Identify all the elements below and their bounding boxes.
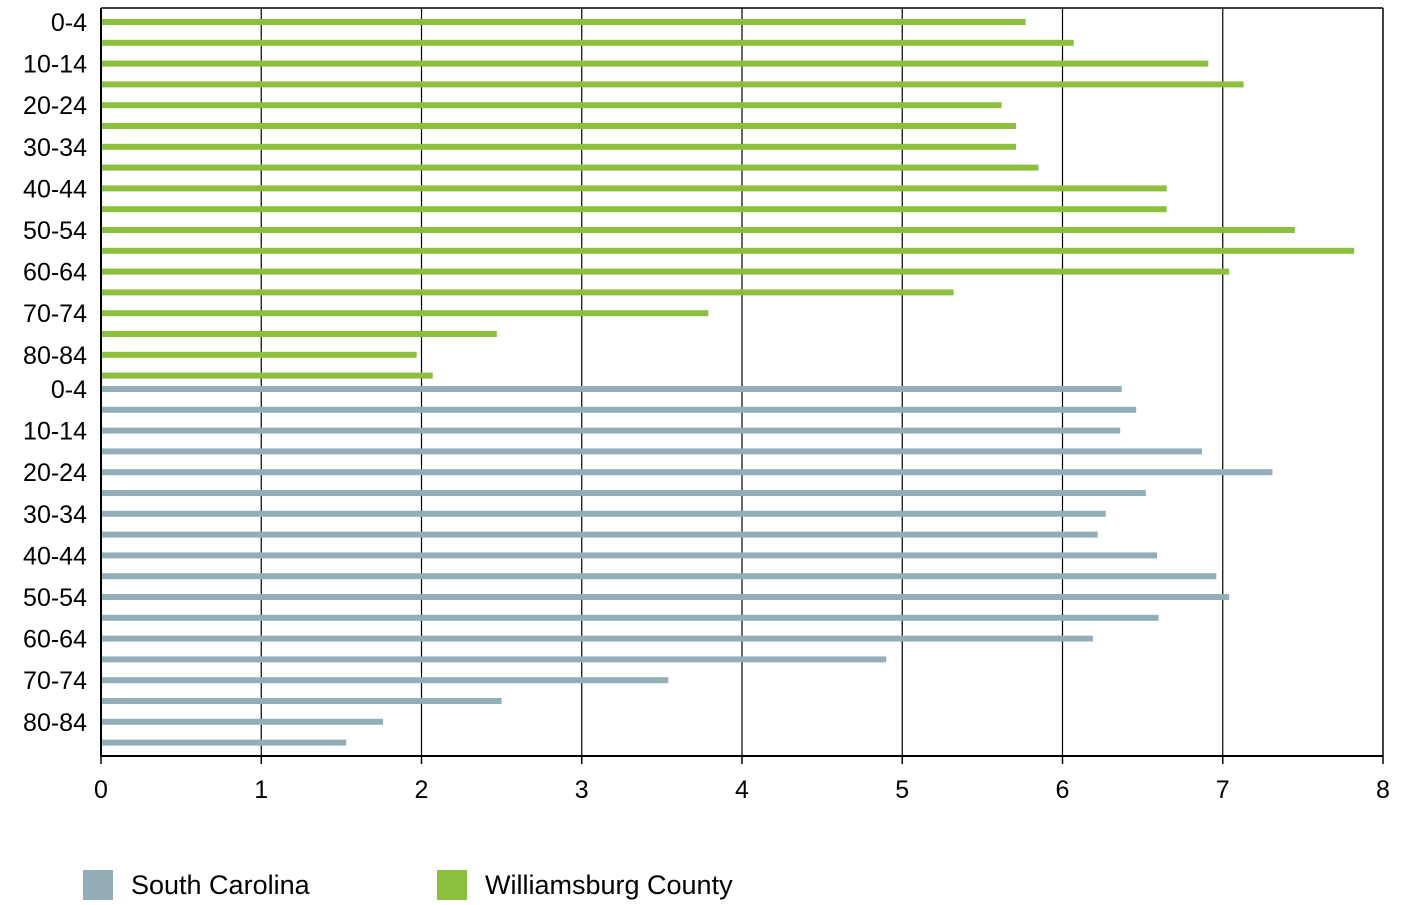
bar-williamsburg <box>102 81 1244 88</box>
legend-swatch-williamsburg-county <box>437 870 467 900</box>
y-tick-label: 80-84 <box>23 709 87 737</box>
bar-south-carolina <box>102 635 1093 642</box>
bar-williamsburg <box>102 247 1355 254</box>
bar-williamsburg <box>102 351 417 358</box>
x-tick-label: 3 <box>575 776 589 804</box>
bar-south-carolina <box>102 386 1122 392</box>
x-tick-label: 4 <box>735 776 749 804</box>
x-tick-label: 6 <box>1056 776 1070 804</box>
bar-south-carolina <box>102 718 384 725</box>
y-tick-label: 30-34 <box>23 501 87 529</box>
bar-south-carolina <box>102 510 1106 517</box>
x-tick-label: 2 <box>415 776 429 804</box>
legend-label-south-carolina: South Carolina <box>131 870 310 900</box>
bar-williamsburg <box>102 60 1209 67</box>
bars <box>102 19 1355 746</box>
bar-south-carolina <box>102 677 669 684</box>
y-tick-label: 70-74 <box>23 667 87 695</box>
bar-south-carolina <box>102 490 1146 496</box>
bar-williamsburg <box>102 289 954 296</box>
y-tick-label: 30-34 <box>23 134 87 162</box>
bar-williamsburg <box>102 19 1026 25</box>
grid-lines <box>260 8 1224 756</box>
bar-south-carolina <box>102 448 1202 455</box>
bar-south-carolina <box>102 573 1217 580</box>
y-tick-label: 70-74 <box>23 300 87 328</box>
bar-chart: 0 1 2 3 4 5 6 7 8 0-4 10-14 20-24 30-34 40-44 50-54 60… <box>23 7 1390 804</box>
bar-williamsburg <box>102 185 1167 192</box>
bar-williamsburg <box>102 331 497 337</box>
bar-williamsburg <box>102 268 1230 275</box>
bar-williamsburg <box>102 164 1039 171</box>
bar-south-carolina <box>102 552 1158 559</box>
y-tick-label: 10-14 <box>23 418 87 446</box>
bar-south-carolina <box>102 698 502 704</box>
y-tick-label: 0-4 <box>51 376 87 404</box>
bar-south-carolina <box>102 739 347 746</box>
legend-swatch-south-carolina <box>83 870 113 900</box>
y-tick-labels: 0-4 10-14 20-24 30-34 40-44 50-54 60-64 70-74 80… <box>23 9 87 737</box>
bar-williamsburg <box>102 39 1074 46</box>
y-tick-label: 50-54 <box>23 217 87 245</box>
y-tick-label: 20-24 <box>23 92 87 120</box>
bar-south-carolina <box>102 406 1137 413</box>
bar-williamsburg <box>102 102 1002 109</box>
bar-williamsburg <box>102 143 1017 150</box>
legend-item-south-carolina: South Carolina <box>83 869 310 901</box>
y-tick-label: 60-64 <box>23 626 87 654</box>
bar-williamsburg <box>102 372 433 379</box>
bar-williamsburg <box>102 123 1017 129</box>
y-tick-label: 50-54 <box>23 584 87 612</box>
bar-south-carolina <box>102 656 887 663</box>
y-tick-label: 20-24 <box>23 459 87 487</box>
y-tick-label: 40-44 <box>23 175 87 203</box>
x-tick-label: 7 <box>1216 776 1230 804</box>
bar-south-carolina <box>102 469 1273 476</box>
x-tick-label: 5 <box>895 776 909 804</box>
bar-williamsburg <box>102 206 1167 213</box>
axes <box>100 7 1384 764</box>
legend-label-williamsburg-county: Williamsburg County <box>485 870 733 900</box>
bar-williamsburg <box>102 227 1295 233</box>
y-tick-label: 10-14 <box>23 51 87 79</box>
y-tick-label: 60-64 <box>23 259 87 287</box>
y-tick-label: 40-44 <box>23 542 87 570</box>
legend-item-williamsburg-county: Williamsburg County <box>437 869 733 901</box>
x-tick-label: 0 <box>94 776 108 804</box>
bar-south-carolina <box>102 614 1159 621</box>
x-tick-label: 8 <box>1376 776 1390 804</box>
y-tick-label: 0-4 <box>51 9 87 37</box>
bar-south-carolina <box>102 594 1230 600</box>
x-tick-label: 1 <box>254 776 268 804</box>
x-tick-labels: 0 1 2 3 4 5 6 7 8 <box>94 776 1390 804</box>
y-tick-label: 80-84 <box>23 342 87 370</box>
bar-south-carolina <box>102 427 1121 434</box>
bar-williamsburg <box>102 310 709 317</box>
bar-south-carolina <box>102 531 1098 538</box>
